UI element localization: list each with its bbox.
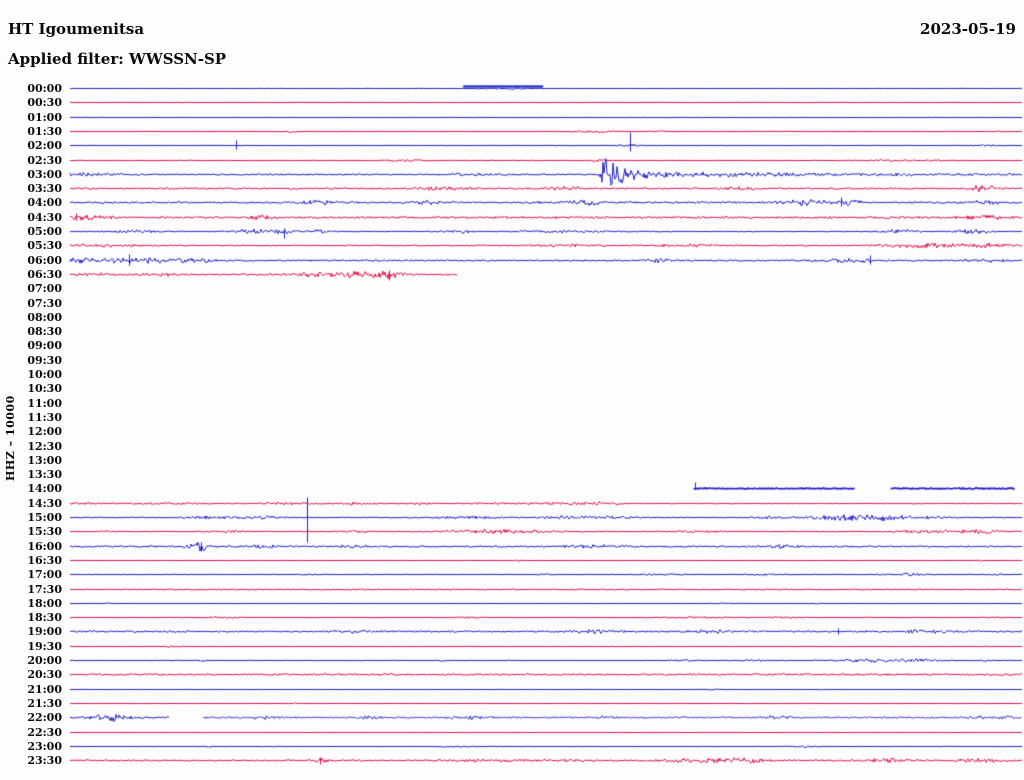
seismogram-traces-canvas <box>0 0 1024 780</box>
helicorder-view: HT Igoumenitsa 2023-05-19 Applied filter… <box>0 0 1024 780</box>
